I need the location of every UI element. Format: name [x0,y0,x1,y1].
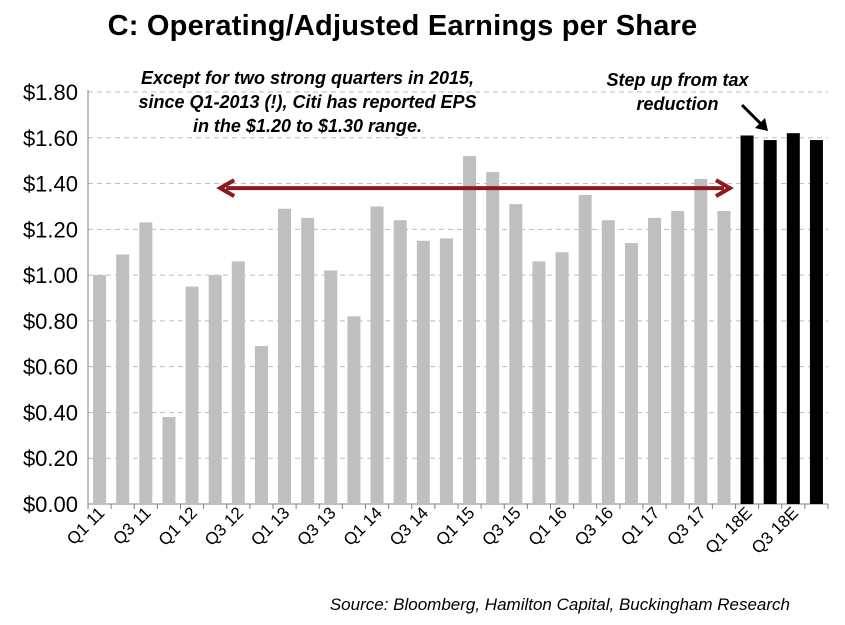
range-arrow-head-right [714,178,734,198]
eps-bar [162,417,176,504]
bars [93,133,823,505]
y-tick-label: $0.80 [23,309,78,334]
eps-bar [301,217,315,504]
eps-bar [324,270,338,504]
y-tick-label: $1.80 [23,80,78,105]
x-tick-label: Q3 12 [201,503,247,549]
eps-bar [393,220,407,504]
tax-annotation-line: Step up from tax [606,70,749,90]
eps-bar [370,206,384,504]
y-tick-label: $0.20 [23,446,78,471]
eps-bar [347,316,361,504]
eps-bar [578,195,592,504]
y-tick-label: $1.20 [23,217,78,242]
y-tick-label: $0.00 [23,492,78,517]
estimate-bar [809,140,823,505]
estimate-bar [740,135,754,504]
tax-annotation-line: reduction [636,94,719,114]
range-annotation: Except for two strong quarters in 2015, … [110,66,505,138]
eps-bar [601,220,615,504]
x-tick-label: Q3 11 [109,503,154,548]
eps-bar [116,254,130,504]
eps-bar [254,346,268,504]
x-tick-label: Q3 16 [571,503,617,549]
tax-pointer-arrow-head [755,118,768,131]
y-tick-labels: $0.00 $0.20 $0.40 $0.60 $0.80 $1.00 $1.20 $1.40… [23,80,78,517]
eps-bar [671,211,685,504]
chart-title: C: Operating/Adjusted Earnings per Share [107,10,698,42]
x-tick-label: Q1 17 [617,503,663,549]
eps-bar [532,261,546,504]
y-tick-label: $0.40 [23,400,78,425]
x-tick-label: Q3 14 [386,503,432,549]
range-annotation-line: in the $1.20 to $1.30 range. [192,116,423,136]
range-annotation-line: since Q1-2013 (!), Citi has reported EPS [138,92,477,112]
x-tick-label: Q1 14 [340,503,386,549]
eps-bar [416,240,430,504]
estimate-bar [786,133,800,504]
x-tick-label: Q3 13 [293,503,339,549]
x-tick-label: Q1 12 [155,503,201,549]
x-tick-label: Q1 15 [432,503,478,549]
y-tick-label: $1.40 [23,172,78,197]
eps-bar [231,261,245,504]
y-tick-label: $1.00 [23,263,78,288]
eps-bar [648,217,662,504]
x-tick-labels: Q1 11 Q3 11 Q1 12 Q3 12 Q1 13 Q3 13 Q1 14 Q3 14… [63,503,802,557]
axes [87,90,829,509]
eps-bar [486,172,500,504]
estimate-bar [763,140,777,505]
gridlines [88,91,828,459]
source-note: Source: Bloomberg, Hamilton Capital, Buc… [329,595,790,614]
eps-bar [509,204,523,504]
x-tick-label: Q1 18E [702,503,756,557]
y-tick-label: $1.60 [23,126,78,151]
eps-bar [439,238,453,504]
eps-bar [208,275,222,504]
range-arrow-head-left [216,178,236,198]
tax-pointer-arrow [740,103,765,128]
x-tick-label: Q1 16 [525,503,571,549]
eps-bar [93,275,107,504]
range-annotation-line: Except for two strong quarters in 2015, [140,68,475,88]
eps-bar [185,286,199,504]
eps-bar [717,211,731,504]
eps-bar [555,252,569,504]
eps-bar [463,156,477,505]
x-tick-label: Q3 15 [478,503,524,549]
y-tick-label: $0.60 [23,355,78,380]
eps-bar [139,222,153,504]
eps-bar [624,243,638,505]
x-tick-label: Q3 18E [748,503,802,557]
tax-annotation: Step up from tax reduction [585,68,770,116]
eps-bar [694,178,708,504]
eps-bar [278,208,292,504]
annotation-arrows [216,103,768,198]
x-tick-label: Q1 13 [247,503,293,549]
